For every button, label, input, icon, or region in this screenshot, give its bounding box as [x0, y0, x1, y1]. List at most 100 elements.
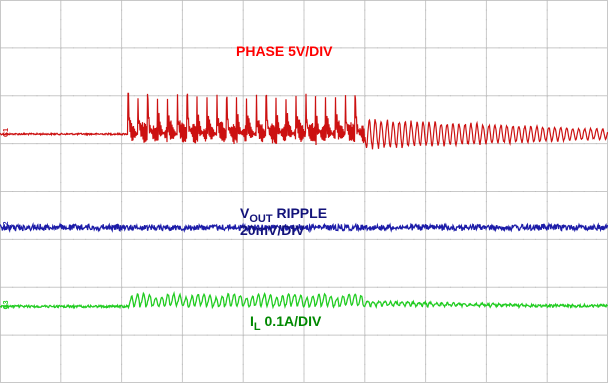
grid-minor-tick [121, 28, 123, 30]
grid-minor-tick [449, 286, 451, 288]
grid-minor-tick [158, 334, 160, 336]
grid-minor-tick [218, 238, 220, 240]
grid-minor-tick [401, 286, 403, 288]
grid-minor-tick [242, 67, 244, 69]
grid-minor-tick [522, 95, 524, 97]
grid-minor-tick [242, 105, 244, 107]
grid-minor-tick [242, 268, 244, 270]
grid-minor-tick [121, 287, 123, 289]
grid-minor-tick [303, 344, 305, 346]
grid-minor-tick [425, 86, 427, 88]
grid-minor-tick [291, 191, 293, 192]
grid-minor-tick [328, 238, 330, 240]
grid-minor-tick [181, 373, 183, 375]
grid-minor-tick [352, 334, 354, 336]
grid-minor-tick [231, 238, 233, 240]
grid-minor-tick [181, 114, 183, 116]
grid-minor-tick [121, 67, 123, 69]
grid-minor-tick [242, 47, 244, 49]
grid-minor-tick [242, 143, 244, 145]
grid-minor-tick [242, 287, 244, 289]
grid-minor-tick [242, 229, 244, 231]
grid-minor-tick [303, 277, 305, 279]
grid-minor-tick [48, 47, 50, 49]
grid-minor-tick [303, 124, 305, 126]
grid-minor-tick [121, 95, 123, 97]
grid-minor-tick [206, 47, 208, 49]
grid-minor-tick [510, 143, 512, 145]
grid-minor-tick [510, 47, 512, 49]
grid-minor-tick [364, 373, 366, 375]
grid-minor-tick [194, 191, 196, 192]
grid-minor-tick [340, 47, 342, 49]
grid-minor-tick [36, 238, 38, 240]
grid-minor-tick [85, 238, 87, 240]
grid-minor-tick [316, 47, 318, 49]
grid-minor-tick [303, 162, 305, 164]
grid-minor-tick [571, 47, 573, 49]
grid-minor-tick [48, 143, 50, 145]
grid-minor-tick [303, 191, 305, 193]
grid-minor-tick [485, 47, 487, 49]
grid-minor-tick [121, 315, 123, 317]
grid-minor-tick [121, 143, 123, 145]
grid-minor-tick [364, 57, 366, 59]
grid-minor-tick [425, 325, 427, 327]
grid-minor-tick [206, 334, 208, 336]
grid-minor-tick [24, 238, 26, 240]
grid-minor-tick [181, 335, 183, 337]
grid-minor-tick [485, 67, 487, 69]
grid-minor-tick [510, 334, 512, 336]
grid-minor-tick [242, 9, 244, 11]
grid-minor-tick [425, 67, 427, 69]
grid-minor-tick [231, 334, 233, 336]
grid-minor-tick [559, 143, 561, 145]
grid-minor-tick [279, 286, 281, 288]
grid-minor-tick [462, 334, 464, 336]
grid-minor-tick [449, 95, 451, 97]
grid-minor-tick [413, 191, 415, 192]
grid-minor-tick [194, 95, 196, 97]
grid-minor-tick [449, 334, 451, 336]
grid-minor-tick [85, 47, 87, 49]
grid-minor-tick [242, 201, 244, 203]
grid-minor-tick [425, 105, 427, 107]
grid-minor-tick [121, 210, 123, 212]
grid-minor-tick [364, 114, 366, 116]
grid-minor-tick [109, 238, 111, 240]
grid-minor-tick [60, 162, 62, 164]
grid-minor-tick [242, 95, 244, 97]
grid-minor-tick [279, 238, 281, 240]
grid-minor-tick [303, 19, 305, 21]
grid-minor-tick [242, 28, 244, 30]
grid-minor-tick [546, 210, 548, 212]
grid-minor-tick [449, 191, 451, 192]
grid-minor-tick [583, 191, 585, 192]
grid-minor-tick [48, 191, 50, 192]
grid-minor-tick [546, 354, 548, 356]
grid-minor-tick [60, 143, 62, 145]
grid-minor-tick [60, 325, 62, 327]
grid-minor-tick [485, 239, 487, 241]
grid-minor-tick [425, 229, 427, 231]
grid-minor-tick [364, 124, 366, 126]
grid-minor-tick [425, 153, 427, 155]
grid-minor-tick [60, 248, 62, 250]
grid-minor-tick [425, 19, 427, 21]
grid-minor-tick [364, 201, 366, 203]
grid-minor-tick [121, 19, 123, 21]
grid-minor-tick [376, 286, 378, 288]
grid-minor-tick [0, 334, 1, 336]
grid-minor-tick [376, 334, 378, 336]
grid-minor-tick [242, 162, 244, 164]
grid-minor-tick [303, 239, 305, 241]
grid-minor-tick [364, 162, 366, 164]
grid-minor-tick [522, 286, 524, 288]
grid-minor-tick [485, 335, 487, 337]
grid-minor-tick [535, 334, 537, 336]
grid-minor-tick [181, 325, 183, 327]
grid-minor-tick [121, 258, 123, 260]
grid-minor-tick [303, 354, 305, 356]
grid-minor-tick [97, 334, 99, 336]
grid-minor-tick [437, 47, 439, 49]
